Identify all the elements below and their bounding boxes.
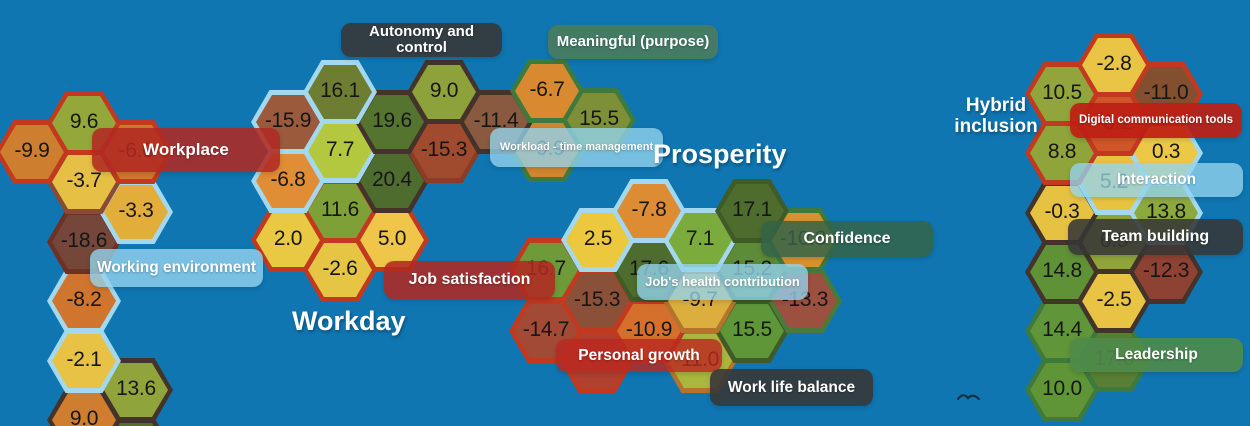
hex-value: 14.8 (1042, 259, 1082, 282)
hex-cell[interactable]: -9.9 (0, 120, 69, 184)
hex-inner: -9.9 (0, 125, 64, 179)
hex-value: -11.0 (1143, 81, 1189, 104)
hex-value: 15.5 (732, 318, 772, 341)
hex-cell[interactable]: -15.3 (407, 119, 481, 183)
hex-value: 20.4 (372, 168, 412, 191)
cluster-label-jobs-health-contribution[interactable]: Job's health contribution (637, 264, 808, 300)
hex-value: -7.8 (631, 198, 667, 221)
hex-value: -2.1 (66, 348, 102, 371)
hex-value: 2.5 (583, 227, 613, 250)
hex-value: 9.0 (69, 407, 99, 426)
hex-value: 0.3 (1151, 140, 1181, 163)
hex-value: 19.6 (372, 109, 412, 132)
cluster-label-autonomy-and-control[interactable]: Autonomy and control (341, 23, 502, 57)
hex-cell[interactable]: 10.0 (1025, 358, 1099, 422)
hex-value: -3.3 (118, 199, 154, 222)
hex-cell[interactable]: 19.6 (355, 90, 429, 154)
hex-value: 17.1 (732, 198, 772, 221)
cluster-label-leadership[interactable]: Leadership (1070, 338, 1243, 372)
hex-inner: 16.1 (308, 65, 372, 119)
cluster-label-interaction[interactable]: Interaction (1070, 163, 1243, 197)
hex-cell[interactable] (99, 418, 173, 426)
hex-inner: -2.1 (52, 334, 116, 388)
cluster-label-working-environment[interactable]: Working environment (90, 249, 263, 287)
hex-value: -14.7 (522, 318, 570, 341)
hex-inner: -6.7 (515, 64, 579, 118)
hex-value: -10.9 (625, 318, 673, 341)
hex-value: 13.8 (1146, 200, 1186, 223)
hex-value: 2.0 (273, 227, 303, 250)
hex-value: -12.3 (1142, 259, 1190, 282)
hex-cell[interactable]: 9.0 (407, 60, 481, 124)
hex-inner: -15.3 (565, 274, 629, 328)
cluster-label-workplace[interactable]: Workplace (92, 128, 280, 172)
hex-value: -15.3 (573, 288, 621, 311)
hex-value: -15.3 (420, 138, 468, 161)
hex-value: 14.4 (1042, 318, 1082, 341)
hex-inner: 13.6 (104, 363, 168, 417)
hex-value: 7.7 (325, 138, 355, 161)
hex-value: 9.0 (429, 79, 459, 102)
hex-value: -11.4 (473, 109, 519, 132)
hex-inner: -2.8 (1082, 38, 1146, 92)
hex-value: 10.0 (1042, 377, 1082, 400)
hex-value: 9.6 (69, 110, 99, 133)
hex-value: -3.7 (66, 169, 102, 192)
hex-value: 16.1 (320, 79, 360, 102)
hex-value: 15.5 (579, 107, 619, 130)
cluster-label-workload-time-management[interactable]: Workload - time management (490, 128, 663, 167)
hex-value: 10.5 (1042, 81, 1082, 104)
hex-value: -2.5 (1096, 288, 1132, 311)
group-title-hybrid-inclusion: Hybrid inclusion (954, 95, 1038, 137)
hex-value: -9.9 (14, 139, 50, 162)
cluster-label-job-satisfaction[interactable]: Job satisfaction (384, 261, 555, 299)
hex-value: -18.6 (60, 229, 108, 252)
cluster-label-personal-growth[interactable]: Personal growth (556, 339, 722, 372)
hex-value: 8.8 (1047, 140, 1077, 163)
cluster-label-team-building[interactable]: Team building (1068, 219, 1243, 255)
hex-value: 7.1 (685, 227, 715, 250)
hex-cell[interactable]: -3.3 (99, 180, 173, 244)
cluster-label-confidence[interactable]: Confidence (761, 221, 933, 257)
hex-value: -2.6 (322, 257, 358, 280)
cluster-label-digital-communication-tools[interactable]: Digital communication tools (1070, 103, 1242, 138)
hex-value: -0.3 (1044, 200, 1080, 223)
hex-inner: -7.8 (617, 184, 681, 238)
hex-cell[interactable]: -2.8 (1077, 33, 1151, 97)
hex-inner (104, 423, 168, 426)
hex-cell[interactable]: -3.7 (47, 150, 121, 214)
group-title-workday: Workday (292, 306, 406, 336)
cluster-label-work-life-balance[interactable]: Work life balance (710, 369, 873, 406)
hex-cell[interactable]: 7.7 (303, 119, 377, 183)
hex-cell[interactable]: 16.1 (303, 60, 377, 124)
cluster-label-meaningful-purpose[interactable]: Meaningful (purpose) (548, 25, 718, 59)
bird-icon (956, 394, 981, 401)
hex-value: -8.2 (66, 288, 102, 311)
hex-value: 11.6 (320, 198, 360, 221)
hex-value: -15.9 (264, 109, 312, 132)
group-title-prosperity: Prosperity (653, 139, 787, 169)
hex-inner: 15.5 (720, 304, 784, 358)
hex-inner: 9.0 (412, 65, 476, 119)
hex-value: -6.7 (529, 78, 565, 101)
hex-value: 5.0 (377, 227, 407, 250)
hex-inner: 7.1 (668, 213, 732, 267)
hex-value: 13.6 (116, 377, 156, 400)
hex-value: -6.8 (270, 168, 306, 191)
hex-value: -2.8 (1096, 52, 1132, 75)
